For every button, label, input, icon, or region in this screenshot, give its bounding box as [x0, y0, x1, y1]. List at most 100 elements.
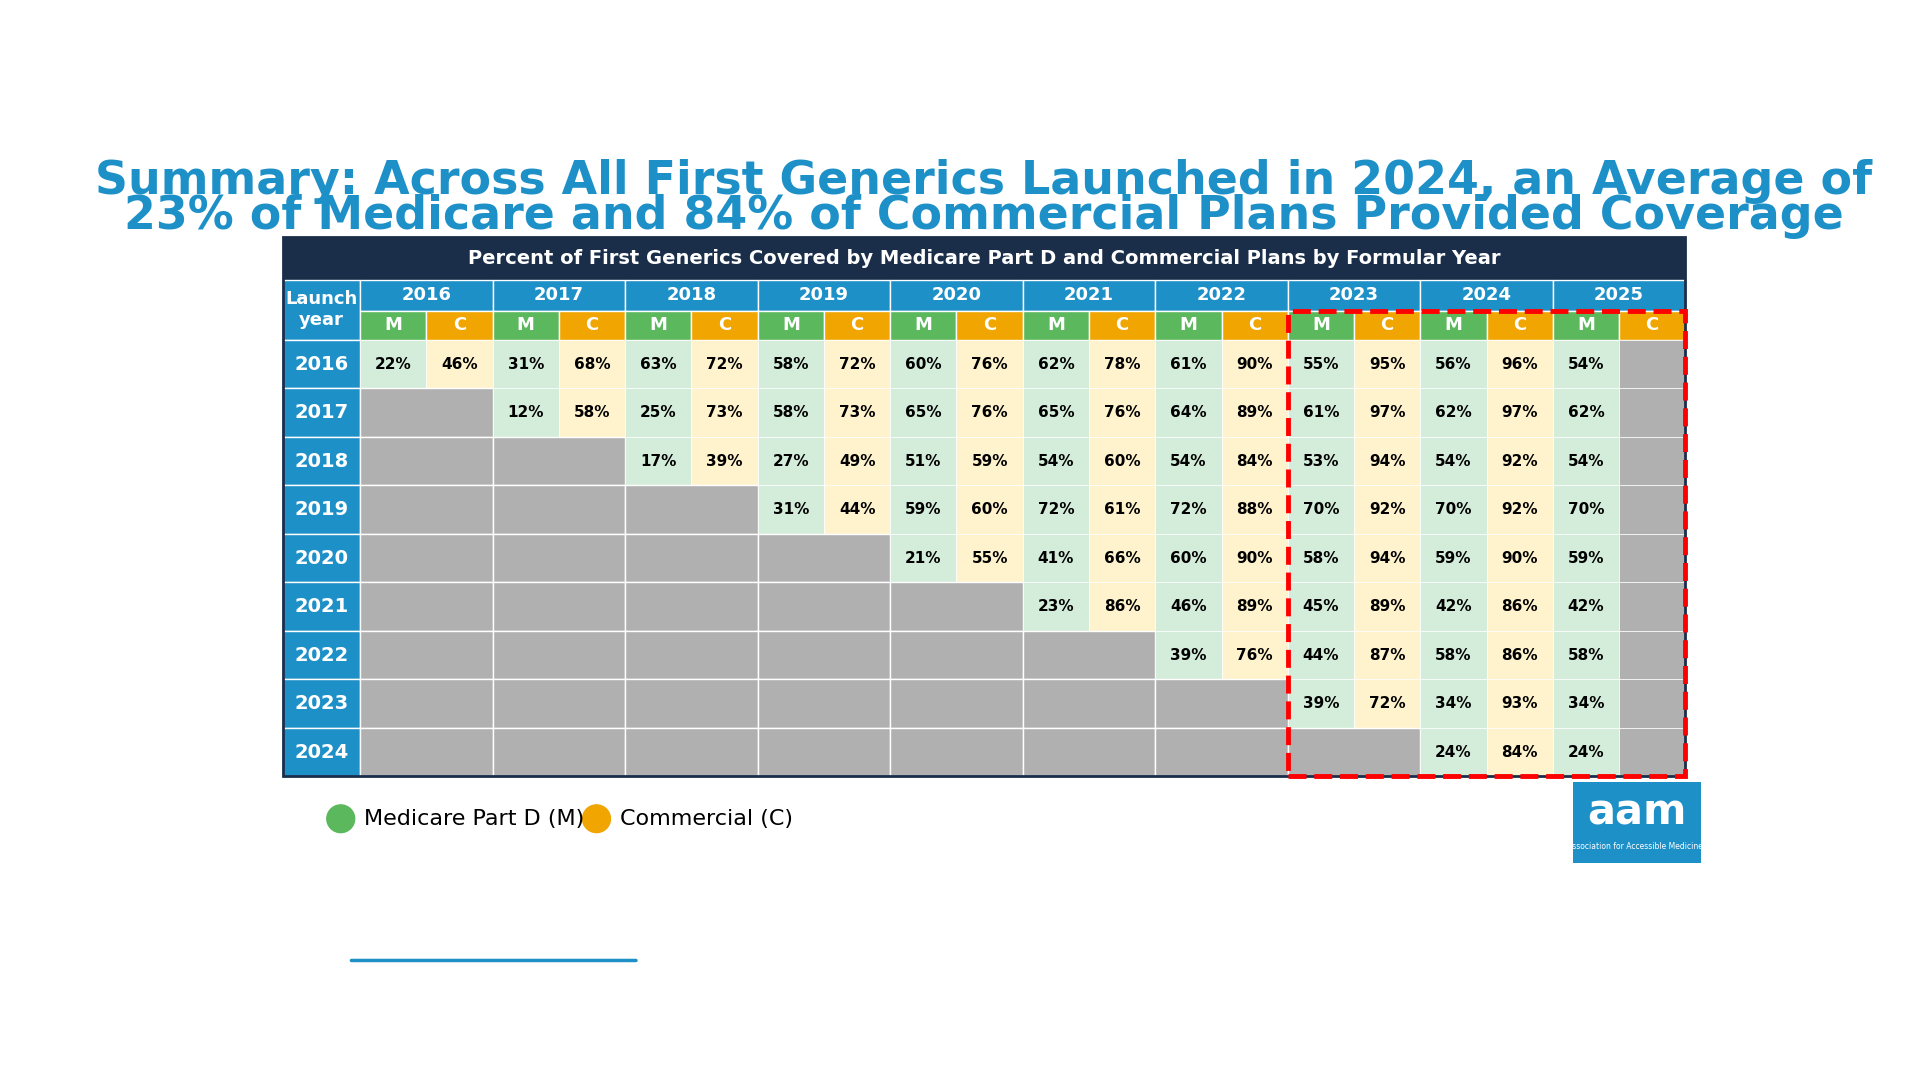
- FancyBboxPatch shape: [626, 679, 758, 728]
- Text: 44%: 44%: [1302, 648, 1338, 663]
- Text: 90%: 90%: [1236, 356, 1273, 372]
- FancyBboxPatch shape: [361, 340, 426, 389]
- FancyBboxPatch shape: [1421, 679, 1486, 728]
- FancyBboxPatch shape: [1486, 631, 1553, 679]
- FancyBboxPatch shape: [1421, 631, 1486, 679]
- FancyBboxPatch shape: [1089, 485, 1156, 534]
- FancyBboxPatch shape: [1486, 340, 1553, 389]
- Text: C: C: [1380, 316, 1394, 334]
- Text: 61%: 61%: [1104, 502, 1140, 517]
- FancyBboxPatch shape: [282, 631, 361, 679]
- FancyBboxPatch shape: [1619, 485, 1686, 534]
- Text: 92%: 92%: [1501, 454, 1538, 469]
- FancyBboxPatch shape: [493, 389, 559, 436]
- FancyBboxPatch shape: [758, 436, 824, 485]
- FancyBboxPatch shape: [691, 436, 758, 485]
- FancyBboxPatch shape: [1221, 485, 1288, 534]
- FancyBboxPatch shape: [1023, 280, 1156, 311]
- FancyBboxPatch shape: [1486, 436, 1553, 485]
- FancyBboxPatch shape: [1553, 728, 1619, 777]
- FancyBboxPatch shape: [1354, 631, 1421, 679]
- Text: 2017: 2017: [534, 286, 584, 305]
- Text: C: C: [1248, 316, 1261, 334]
- FancyBboxPatch shape: [493, 728, 626, 777]
- Text: 70%: 70%: [1436, 502, 1473, 517]
- FancyBboxPatch shape: [1221, 389, 1288, 436]
- Text: M: M: [384, 316, 401, 334]
- FancyBboxPatch shape: [956, 389, 1023, 436]
- FancyBboxPatch shape: [626, 280, 758, 311]
- Text: 58%: 58%: [1436, 648, 1473, 663]
- FancyBboxPatch shape: [426, 311, 493, 340]
- FancyBboxPatch shape: [1023, 728, 1156, 777]
- Text: 60%: 60%: [972, 502, 1008, 517]
- FancyBboxPatch shape: [1553, 311, 1619, 340]
- Text: 31%: 31%: [772, 502, 808, 517]
- Text: 63%: 63%: [639, 356, 676, 372]
- FancyBboxPatch shape: [1619, 582, 1686, 631]
- Text: 22%: 22%: [374, 356, 411, 372]
- FancyBboxPatch shape: [1421, 436, 1486, 485]
- FancyBboxPatch shape: [1221, 340, 1288, 389]
- FancyBboxPatch shape: [1619, 631, 1686, 679]
- Text: 97%: 97%: [1369, 405, 1405, 420]
- Text: 61%: 61%: [1302, 405, 1338, 420]
- Text: M: M: [914, 316, 933, 334]
- FancyBboxPatch shape: [493, 631, 626, 679]
- FancyBboxPatch shape: [1619, 340, 1686, 389]
- FancyBboxPatch shape: [891, 311, 956, 340]
- Text: 73%: 73%: [839, 405, 876, 420]
- FancyBboxPatch shape: [956, 311, 1023, 340]
- Text: 23%: 23%: [1037, 599, 1073, 615]
- Text: 54%: 54%: [1037, 454, 1073, 469]
- FancyBboxPatch shape: [361, 582, 493, 631]
- Text: 2023: 2023: [294, 694, 348, 713]
- Text: 76%: 76%: [972, 405, 1008, 420]
- Text: C: C: [1645, 316, 1659, 334]
- Text: 42%: 42%: [1434, 599, 1473, 615]
- FancyBboxPatch shape: [1089, 311, 1156, 340]
- FancyBboxPatch shape: [891, 280, 1023, 311]
- Text: 72%: 72%: [1037, 502, 1073, 517]
- FancyBboxPatch shape: [1156, 389, 1221, 436]
- Text: 72%: 72%: [1169, 502, 1206, 517]
- Text: 84%: 84%: [1501, 744, 1538, 759]
- FancyBboxPatch shape: [758, 485, 824, 534]
- FancyBboxPatch shape: [1288, 631, 1354, 679]
- FancyBboxPatch shape: [282, 280, 361, 340]
- Text: C: C: [851, 316, 864, 334]
- FancyBboxPatch shape: [1288, 311, 1354, 340]
- FancyBboxPatch shape: [1089, 389, 1156, 436]
- FancyBboxPatch shape: [626, 436, 691, 485]
- Text: 39%: 39%: [1302, 697, 1338, 711]
- Text: 58%: 58%: [772, 405, 808, 420]
- FancyBboxPatch shape: [361, 311, 426, 340]
- FancyBboxPatch shape: [758, 582, 891, 631]
- FancyBboxPatch shape: [493, 679, 626, 728]
- FancyBboxPatch shape: [891, 728, 1023, 777]
- FancyBboxPatch shape: [361, 728, 493, 777]
- FancyBboxPatch shape: [758, 679, 891, 728]
- FancyBboxPatch shape: [1354, 389, 1421, 436]
- FancyBboxPatch shape: [361, 389, 493, 436]
- FancyBboxPatch shape: [1156, 582, 1221, 631]
- FancyBboxPatch shape: [1619, 679, 1686, 728]
- Text: 62%: 62%: [1037, 356, 1075, 372]
- FancyBboxPatch shape: [1553, 679, 1619, 728]
- Text: Medicare Part D (M): Medicare Part D (M): [365, 809, 584, 828]
- FancyBboxPatch shape: [1421, 534, 1486, 582]
- Text: 97%: 97%: [1501, 405, 1538, 420]
- FancyBboxPatch shape: [1288, 340, 1354, 389]
- Text: 23% of Medicare and 84% of Commercial Plans Provided Coverage: 23% of Medicare and 84% of Commercial Pl…: [125, 193, 1843, 239]
- Text: 2021: 2021: [1064, 286, 1114, 305]
- FancyBboxPatch shape: [559, 389, 626, 436]
- Text: 59%: 59%: [1436, 551, 1473, 566]
- FancyBboxPatch shape: [1553, 389, 1619, 436]
- FancyBboxPatch shape: [1023, 311, 1089, 340]
- Text: 72%: 72%: [1369, 697, 1405, 711]
- Text: Commercial (C): Commercial (C): [620, 809, 793, 828]
- Text: 46%: 46%: [1169, 599, 1206, 615]
- FancyBboxPatch shape: [493, 485, 626, 534]
- Text: 49%: 49%: [839, 454, 876, 469]
- Text: 54%: 54%: [1436, 454, 1473, 469]
